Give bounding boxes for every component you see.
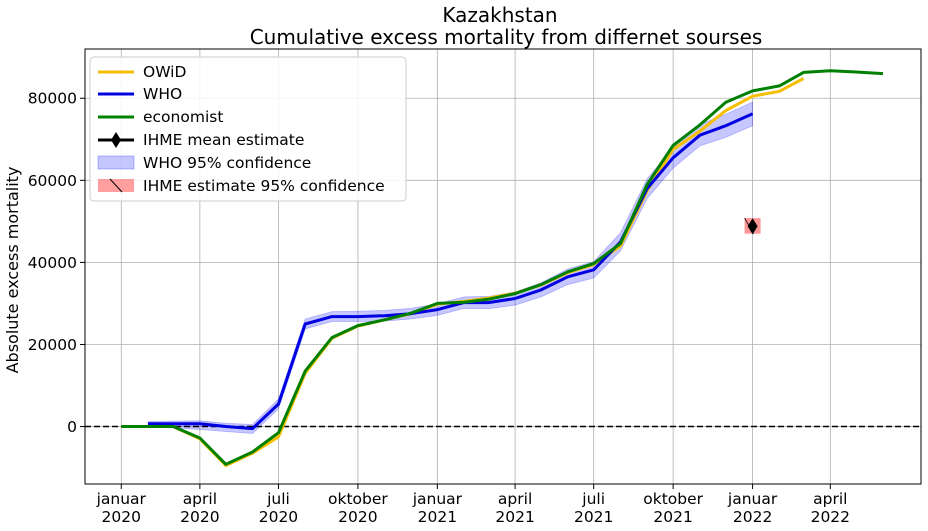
legend-label-owid: OWiD: [143, 63, 186, 81]
x-tick-year: 2021: [495, 508, 534, 526]
x-axis-ticks: januar2020april2020juli2020oktober2020ja…: [96, 484, 850, 526]
x-tick-year: 2020: [180, 508, 219, 526]
x-tick-label: januar: [727, 490, 778, 508]
x-tick-label: juli: [581, 490, 605, 508]
legend-swatch-ihme-confidence-hatch: [109, 178, 123, 193]
x-tick-year: 2020: [102, 508, 141, 526]
y-tick-label: 40000: [28, 254, 77, 272]
chart-subtitle: Cumulative excess mortality from differn…: [250, 25, 763, 49]
y-axis-ticks: 0 20000 40000 60000 80000: [28, 90, 85, 436]
ihme-estimate: [744, 217, 761, 235]
series-lines: [121, 69, 884, 467]
x-tick-year: 2022: [733, 508, 772, 526]
x-tick-label: april: [813, 490, 847, 508]
y-tick-label: 60000: [28, 172, 77, 190]
chart-title: Kazakhstan: [442, 3, 557, 27]
y-tick-label: 0: [67, 418, 77, 436]
y-tick-label: 80000: [28, 90, 77, 108]
x-tick-label: juli: [266, 490, 290, 508]
x-tick-year: 2021: [653, 508, 692, 526]
legend-label-ihme-mean: IHME mean estimate: [143, 131, 304, 149]
x-tick-label: oktober: [643, 490, 703, 508]
series-line-economist: [121, 69, 884, 466]
x-tick-label: april: [498, 490, 532, 508]
y-axis-label: Absolute excess mortality: [3, 167, 22, 374]
x-tick-year: 2020: [338, 508, 377, 526]
x-tick-label: januar: [96, 490, 147, 508]
plot-frame: [84, 48, 922, 485]
legend-label-ihme-confidence: IHME estimate 95% confidence: [143, 177, 385, 195]
x-tick-label: januar: [412, 490, 463, 508]
legend-box: [89, 56, 407, 202]
x-tick-label: april: [183, 490, 217, 508]
series-line-who: [148, 112, 754, 431]
legend-swatch-who-confidence: [97, 155, 135, 170]
legend-label-economist: economist: [143, 108, 223, 126]
y-tick-label: 20000: [28, 336, 77, 354]
x-tick-year: 2020: [259, 508, 298, 526]
x-tick-label: oktober: [328, 490, 388, 508]
legend: OWiD WHO economist IHME mean estimate WH…: [89, 56, 407, 202]
x-tick-year: 2021: [574, 508, 613, 526]
x-tick-year: 2022: [811, 508, 850, 526]
legend-label-who-confidence: WHO 95% confidence: [143, 154, 311, 172]
x-tick-year: 2021: [418, 508, 457, 526]
legend-label-who: WHO: [143, 85, 182, 103]
ihme-mean-marker: [747, 218, 758, 235]
legend-swatch-ihme-mean-marker: [111, 132, 121, 148]
